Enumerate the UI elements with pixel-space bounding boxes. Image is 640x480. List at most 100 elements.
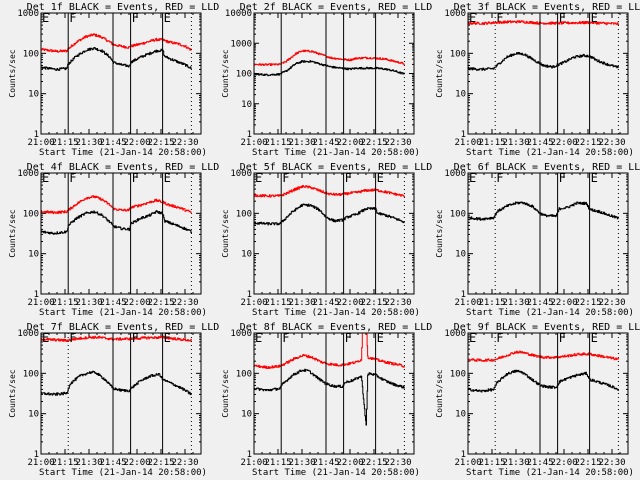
mode-marker-label: E bbox=[469, 171, 476, 185]
y-tick-label: 1 bbox=[461, 290, 466, 300]
mode-marker-label: E bbox=[591, 331, 598, 345]
x-axis-label: Start Time (21-Jan-14 20:58:00) bbox=[466, 148, 634, 158]
x-tick-label: 22:00 bbox=[550, 138, 577, 148]
y-tick-label: 1 bbox=[247, 130, 252, 140]
chart-title: Det 3f BLACK = Events, RED = LLD bbox=[454, 2, 640, 13]
series-lld bbox=[254, 49, 405, 66]
x-tick-label: 21:30 bbox=[502, 138, 529, 148]
chart-title: Det 9f BLACK = Events, RED = LLD bbox=[454, 322, 640, 333]
y-tick-label: 100 bbox=[450, 209, 466, 219]
mode-marker-label: F bbox=[496, 331, 503, 345]
series-lld bbox=[468, 350, 619, 362]
chart-panel-6: Det 6f BLACK = Events, RED = LLD Counts/s… bbox=[435, 162, 640, 318]
x-tick-label: 22:15 bbox=[147, 138, 174, 148]
mode-marker-label: E bbox=[591, 171, 598, 185]
y-axis-label: Counts/sec bbox=[8, 209, 17, 257]
x-tick-label: 21:30 bbox=[288, 138, 315, 148]
series-events bbox=[468, 369, 619, 393]
x-tick-label: 22:00 bbox=[336, 138, 363, 148]
chart-panel-9: Det 9f BLACK = Events, RED = LLD Counts/s… bbox=[435, 322, 640, 478]
x-tick-label: 21:00 bbox=[454, 138, 481, 148]
x-tick-label: 22:00 bbox=[123, 458, 150, 468]
x-tick-label: 22:00 bbox=[123, 138, 150, 148]
mode-marker-label: F bbox=[559, 331, 566, 345]
chart-panel-7: Det 7f BLACK = Events, RED = LLD Counts/s… bbox=[8, 322, 219, 478]
y-tick-label: 10 bbox=[28, 90, 39, 100]
y-tick-label: 100 bbox=[236, 369, 252, 379]
y-axis-label: Counts/sec bbox=[435, 49, 444, 97]
x-tick-label: 21:00 bbox=[240, 458, 267, 468]
x-tick-label: 21:30 bbox=[502, 298, 529, 308]
y-tick-label: 10 bbox=[241, 410, 252, 420]
x-tick-label: 21:15 bbox=[51, 138, 78, 148]
series-lld bbox=[41, 33, 192, 53]
chart-title: Det 2f BLACK = Events, RED = LLD bbox=[240, 2, 433, 13]
series-events bbox=[254, 60, 405, 77]
x-tick-label: 22:30 bbox=[171, 298, 198, 308]
x-tick-label: 21:30 bbox=[502, 458, 529, 468]
y-tick-label: 10 bbox=[455, 250, 466, 260]
y-tick-label: 100 bbox=[23, 369, 39, 379]
mode-marker-label: E bbox=[591, 11, 598, 25]
mode-marker-label: E bbox=[469, 331, 476, 345]
x-tick-label: 21:45 bbox=[312, 298, 339, 308]
x-tick-label: 21:45 bbox=[99, 298, 126, 308]
plot-frame bbox=[40, 332, 202, 455]
x-tick-label: 21:00 bbox=[240, 298, 267, 308]
chart-title: Det 6f BLACK = Events, RED = LLD bbox=[454, 162, 640, 173]
x-tick-label: 22:30 bbox=[171, 458, 198, 468]
series-events bbox=[41, 370, 192, 396]
x-tick-label: 22:00 bbox=[550, 298, 577, 308]
y-tick-label: 1 bbox=[247, 290, 252, 300]
y-tick-label: 10 bbox=[28, 410, 39, 420]
x-tick-label: 22:15 bbox=[147, 458, 174, 468]
mode-marker-label: F bbox=[282, 331, 289, 345]
y-tick-label: 100 bbox=[23, 209, 39, 219]
mode-marker-label: E bbox=[377, 331, 384, 345]
x-tick-label: 22:15 bbox=[574, 458, 601, 468]
y-axis-label: Counts/sec bbox=[8, 369, 17, 417]
x-tick-label: 21:00 bbox=[27, 458, 54, 468]
chart-title: Det 5f BLACK = Events, RED = LLD bbox=[240, 162, 433, 173]
x-tick-label: 21:15 bbox=[264, 458, 291, 468]
x-tick-label: 21:45 bbox=[526, 138, 553, 148]
y-tick-label: 10000 bbox=[225, 9, 252, 19]
plot-frame bbox=[253, 332, 415, 455]
x-tick-label: 22:15 bbox=[360, 298, 387, 308]
mode-marker-label: E bbox=[42, 171, 49, 185]
x-tick-label: 21:15 bbox=[51, 298, 78, 308]
mode-marker-label: F bbox=[132, 171, 139, 185]
x-tick-label: 21:00 bbox=[240, 138, 267, 148]
y-tick-label: 100 bbox=[450, 369, 466, 379]
x-tick-label: 21:00 bbox=[27, 138, 54, 148]
y-axis-label: Counts/sec bbox=[221, 49, 230, 97]
x-tick-label: 22:15 bbox=[147, 298, 174, 308]
plot-frame bbox=[253, 12, 415, 135]
mode-marker-label: F bbox=[132, 331, 139, 345]
plot-frame bbox=[40, 172, 202, 295]
y-axis-label: Counts/sec bbox=[435, 369, 444, 417]
x-tick-label: 21:15 bbox=[264, 138, 291, 148]
x-tick-label: 22:30 bbox=[384, 298, 411, 308]
x-tick-label: 21:00 bbox=[454, 298, 481, 308]
series-events bbox=[41, 210, 192, 235]
mode-marker-label: E bbox=[469, 11, 476, 25]
mode-marker-label: E bbox=[377, 171, 384, 185]
x-tick-label: 21:15 bbox=[478, 298, 505, 308]
mode-marker-label: F bbox=[496, 11, 503, 25]
y-tick-label: 1000 bbox=[444, 329, 466, 339]
y-tick-label: 1000 bbox=[230, 329, 252, 339]
mode-marker-label: F bbox=[69, 171, 76, 185]
x-axis-label: Start Time (21-Jan-14 20:58:00) bbox=[39, 468, 207, 478]
chart-title: Det 8f BLACK = Events, RED = LLD bbox=[240, 322, 433, 333]
y-tick-label: 1000 bbox=[17, 9, 39, 19]
series-lld bbox=[41, 335, 192, 342]
chart-title: Det 7f BLACK = Events, RED = LLD bbox=[27, 322, 220, 333]
y-axis-label: Counts/sec bbox=[435, 209, 444, 257]
mode-marker-label: E bbox=[42, 331, 49, 345]
x-tick-label: 21:45 bbox=[526, 458, 553, 468]
mode-marker-label: E bbox=[255, 331, 262, 345]
y-tick-label: 10 bbox=[241, 250, 252, 260]
mode-marker-label: E bbox=[255, 171, 262, 185]
x-tick-label: 22:30 bbox=[598, 138, 625, 148]
